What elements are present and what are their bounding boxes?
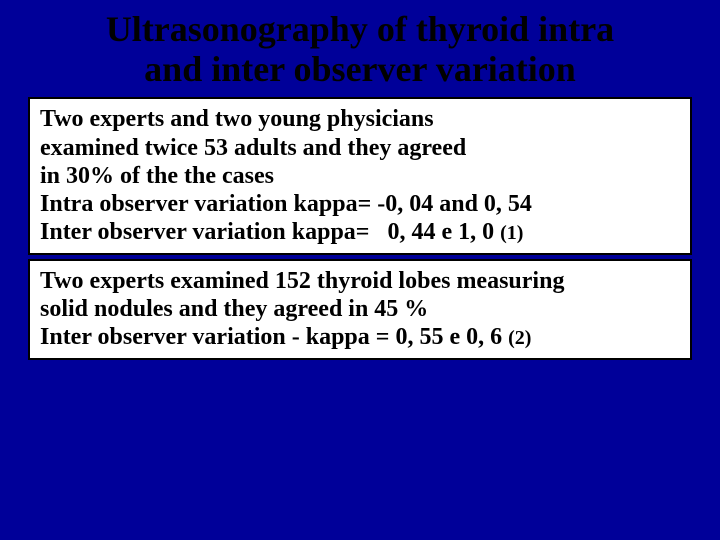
box2-line1: Two experts examined 152 thyroid lobes m…: [40, 267, 680, 295]
box2-line2: solid nodules and they agreed in 45 %: [40, 295, 680, 323]
box2-line3-text: Inter observer variation - kappa = 0, 55…: [40, 324, 508, 350]
box2-ref: (2): [508, 327, 531, 349]
slide: Ultrasonography of thyroid intra and int…: [0, 0, 720, 540]
box1-line3: in 30% of the the cases: [40, 162, 680, 190]
box1-line1: Two experts and two young physicians: [40, 105, 680, 133]
slide-title: Ultrasonography of thyroid intra and int…: [28, 10, 692, 89]
box1-line4: Intra observer variation kappa= -0, 04 a…: [40, 190, 680, 218]
box1-line2: examined twice 53 adults and they agreed: [40, 134, 680, 162]
box1-ref: (1): [500, 222, 523, 244]
title-line-2: and inter observer variation: [144, 49, 576, 89]
title-box: Ultrasonography of thyroid intra and int…: [28, 10, 692, 89]
box1-line5-text: Inter observer variation kappa= 0, 44 e …: [40, 219, 500, 245]
box2-line3: Inter observer variation - kappa = 0, 55…: [40, 323, 680, 351]
content-box-2: Two experts examined 152 thyroid lobes m…: [28, 259, 692, 360]
title-line-1: Ultrasonography of thyroid intra: [106, 9, 614, 49]
content-box-1: Two experts and two young physicians exa…: [28, 97, 692, 255]
box1-line5: Inter observer variation kappa= 0, 44 e …: [40, 218, 680, 246]
